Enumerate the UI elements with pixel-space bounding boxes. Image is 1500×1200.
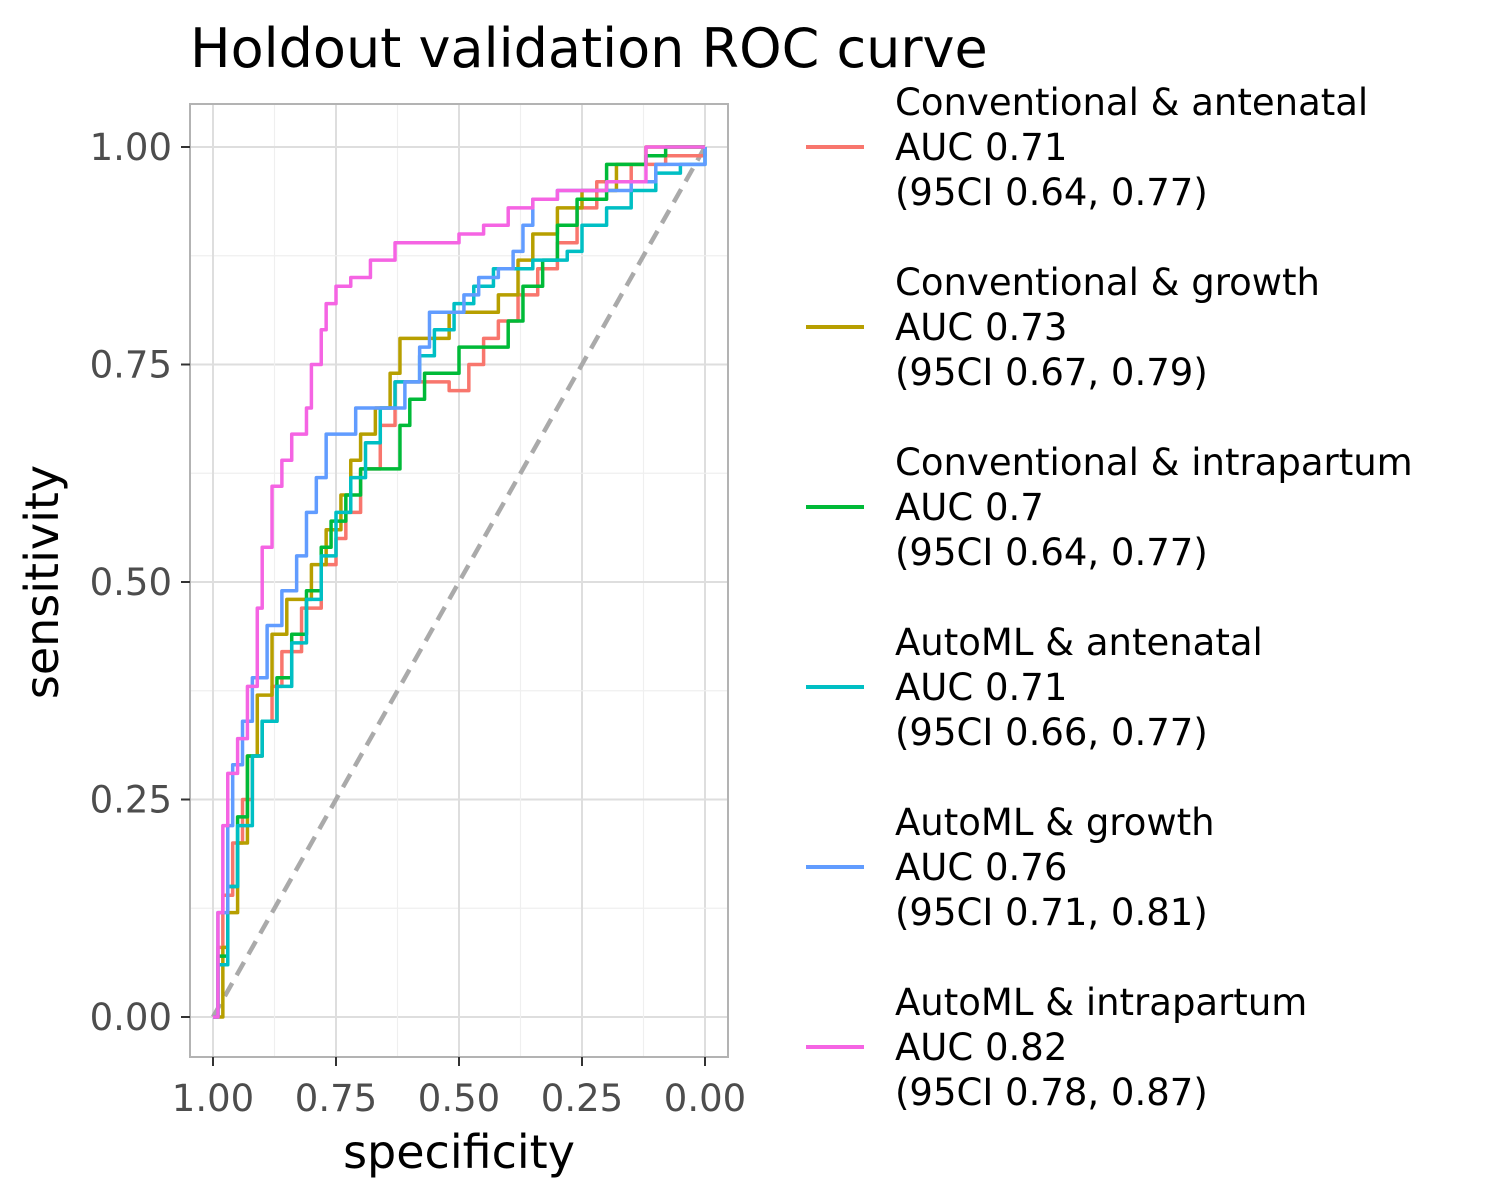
legend-series-name: AutoML & growth: [895, 801, 1215, 844]
axis-ticks: 1.00 0.75 0.50 0.25 0.00 0.00 0.25 0.50 0.75 1.00: [90, 126, 747, 1120]
legend-auc-label: AUC 0.82: [895, 1026, 1067, 1069]
x-tick-label: 0.25: [541, 1077, 623, 1120]
legend-auc-label: AUC 0.71: [895, 126, 1067, 169]
legend-series-name: Conventional & growth: [895, 261, 1320, 304]
y-tick-label: 1.00: [90, 126, 172, 169]
x-tick-label: 1.00: [172, 1077, 254, 1120]
legend-ci-label: (95CI 0.66, 0.77): [895, 711, 1208, 754]
y-tick-label: 0.00: [90, 996, 172, 1039]
legend-series-name: AutoML & intrapartum: [895, 981, 1307, 1024]
chart-title: Holdout validation ROC curve: [190, 17, 988, 80]
series-lines: [213, 145, 707, 1019]
x-axis-label: specificity: [343, 1125, 575, 1179]
y-tick-label: 0.50: [90, 561, 172, 604]
x-tick-label: 0.75: [295, 1077, 377, 1120]
x-tick-label: 0.00: [664, 1077, 746, 1120]
legend-series-name: Conventional & intrapartum: [895, 441, 1413, 484]
series-line-6: [213, 145, 705, 1019]
legend-ci-label: (95CI 0.64, 0.77): [895, 531, 1208, 574]
legend-auc-label: AUC 0.7: [895, 486, 1044, 529]
legend-series-name: Conventional & antenatal: [895, 81, 1368, 124]
grid-lines: [191, 105, 727, 1056]
legend-ci-label: (95CI 0.71, 0.81): [895, 891, 1208, 934]
legend-ci-label: (95CI 0.67, 0.79): [895, 351, 1208, 394]
series-line-4: [213, 147, 707, 1019]
legend-auc-label: AUC 0.76: [895, 846, 1067, 889]
y-tick-label: 0.25: [90, 779, 172, 822]
y-axis-label: sensitivity: [15, 465, 69, 699]
legend-ci-label: (95CI 0.64, 0.77): [895, 171, 1208, 214]
legend-ci-label: (95CI 0.78, 0.87): [895, 1071, 1208, 1114]
x-tick-label: 0.50: [418, 1077, 500, 1120]
legend-auc-label: AUC 0.73: [895, 306, 1067, 349]
y-tick-label: 0.75: [90, 344, 172, 387]
legend-series-name: AutoML & antenatal: [895, 621, 1263, 664]
legend-auc-label: AUC 0.71: [895, 666, 1067, 709]
